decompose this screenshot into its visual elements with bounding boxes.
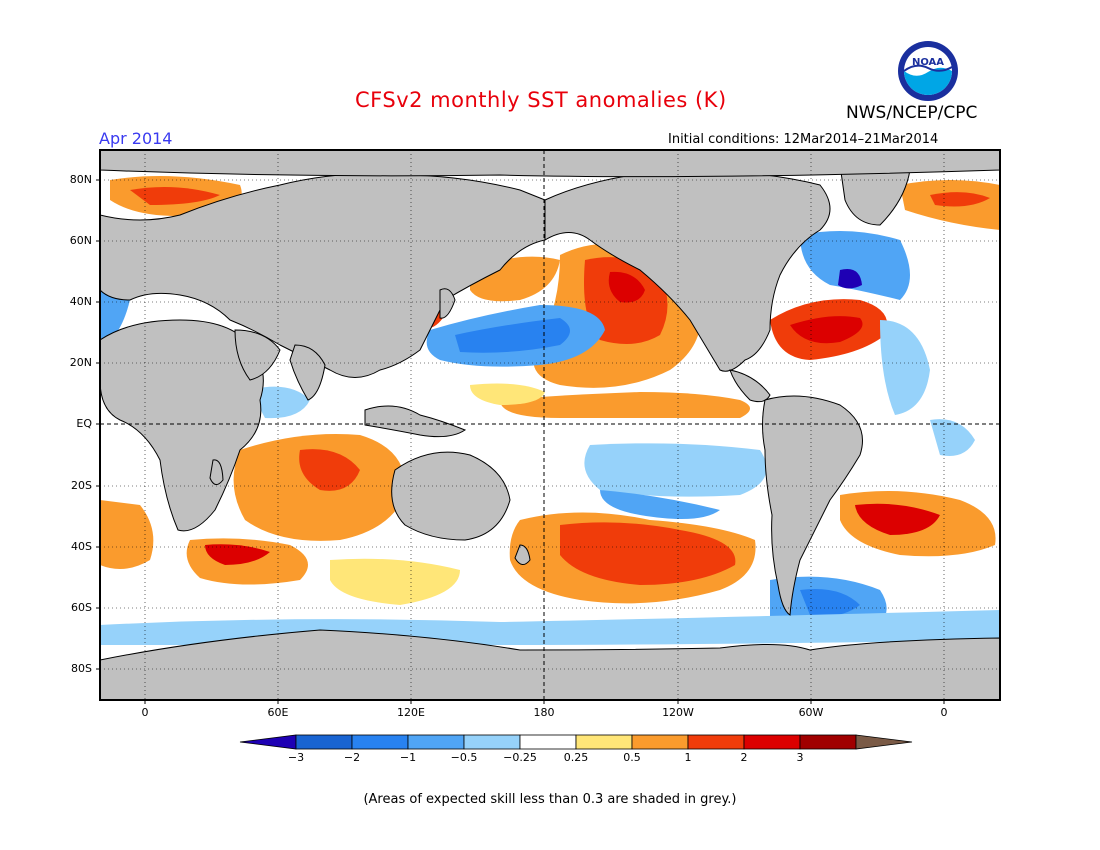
colorbar-swatch (743, 734, 801, 750)
colorbar-label-05: 0.5 (623, 751, 641, 764)
colorbar-label-1: 1 (684, 751, 692, 764)
lon-label-120w: 120W (662, 706, 694, 719)
lon-label-180: 180 (533, 706, 555, 719)
organization-label: NWS/NCEP/CPC (846, 103, 978, 123)
initial-conditions-label: Initial conditions: 12Mar2014–21Mar2014 (668, 132, 939, 147)
land-indonesia (364, 405, 467, 438)
noaa-logo-text: NOAA (912, 57, 944, 68)
colorbar-swatch (631, 734, 689, 750)
colorbar-swatch (407, 734, 465, 750)
land-arabia (234, 329, 281, 381)
land-south-america (762, 395, 863, 616)
lat-label-20n: 20N (69, 356, 92, 369)
colorbar-label-2: 2 (740, 751, 748, 764)
colorbar-label-minus2: −2 (343, 751, 361, 764)
colorbar-swatch (463, 734, 521, 750)
axis-ticks (96, 179, 945, 704)
colorbar-swatch (575, 734, 633, 750)
noaa-logo-icon: NOAA (898, 41, 958, 101)
land-antarctica (100, 629, 1000, 700)
land-arctic (100, 150, 1000, 178)
lon-label-0-east: 0 (940, 706, 948, 719)
skill-note: (Areas of expected skill less than 0.3 a… (363, 792, 737, 807)
lat-label-80n: 80N (69, 173, 92, 186)
land-new-zealand (514, 544, 531, 565)
land-japan (439, 288, 456, 319)
map-frame (99, 149, 1001, 701)
lat-label-eq: EQ (76, 417, 92, 430)
colorbar-label-3: 3 (796, 751, 804, 764)
colorbar-label-minus1: −1 (399, 751, 417, 764)
colorbar-label-025: 0.25 (563, 751, 589, 764)
forecast-month: Apr 2014 (99, 129, 173, 148)
colorbar-label-minus05: −0.5 (450, 751, 478, 764)
land-masses (100, 150, 1000, 700)
lon-label-60e: 60E (267, 706, 289, 719)
colorbar-swatch (687, 734, 745, 750)
colorbar-swatch (519, 734, 577, 750)
land-central-america (729, 369, 771, 403)
colorbar-swatch (351, 734, 409, 750)
reference-lines (100, 150, 1000, 700)
land-madagascar (209, 459, 224, 485)
land-eurasia (100, 173, 546, 378)
lat-label-60s: 60S (71, 601, 92, 614)
colorbar-swatch (295, 734, 353, 750)
colorbar-label-minus3: −3 (287, 751, 305, 764)
lat-label-60n: 60N (69, 234, 92, 247)
lon-label-60w: 60W (798, 706, 824, 719)
lon-label-0: 0 (141, 706, 149, 719)
colorbar-swatch (799, 734, 857, 750)
lat-label-40n: 40N (69, 295, 92, 308)
land-india (289, 344, 326, 401)
lon-label-120e: 120E (397, 706, 425, 719)
colorbar (239, 734, 913, 750)
lat-label-40s: 40S (71, 540, 92, 553)
chart-title: CFSv2 monthly SST anomalies (K) (355, 88, 727, 112)
lat-label-80s: 80S (71, 662, 92, 675)
land-australia (391, 451, 511, 541)
colorbar-label-minus025: −0.25 (503, 751, 537, 764)
lat-label-20s: 20S (71, 479, 92, 492)
colorbar-arrow-high (855, 734, 913, 750)
colorbar-arrow-low (239, 734, 297, 750)
